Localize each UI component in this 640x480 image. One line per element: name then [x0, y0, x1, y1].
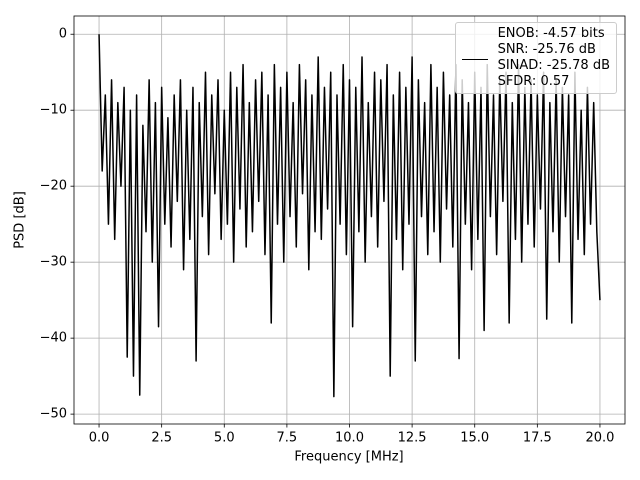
x-axis-label: Frequency [MHz] — [294, 450, 403, 465]
x-tick-label: 2.5 — [151, 431, 172, 446]
x-tick-label: 12.5 — [398, 431, 427, 446]
legend-label: ENOB: -4.57 bits SNR: -25.76 dB SINAD: -… — [497, 26, 610, 89]
legend: ENOB: -4.57 bits SNR: -25.76 dB SINAD: -… — [454, 22, 617, 94]
x-tick-label: 15.0 — [460, 431, 489, 446]
legend-line — [461, 59, 488, 60]
x-tick-label: 17.5 — [523, 431, 552, 446]
y-tick-label: 0 — [59, 27, 67, 42]
y-tick-label: −50 — [40, 407, 67, 422]
y-tick-label: −30 — [40, 255, 67, 270]
y-axis-label: PSD [dB] — [13, 191, 28, 249]
plot-frame — [73, 15, 626, 425]
x-tick-label: 10.0 — [335, 431, 364, 446]
x-tick-label: 5.0 — [214, 431, 235, 446]
y-tick-label: −10 — [40, 103, 67, 118]
y-tick-label: −20 — [40, 179, 67, 194]
x-tick-label: 7.5 — [277, 431, 298, 446]
y-tick-label: −40 — [40, 331, 67, 346]
data-line — [98, 34, 601, 398]
x-tick-label: 0.0 — [89, 431, 110, 446]
x-tick-label: 20.0 — [585, 431, 614, 446]
